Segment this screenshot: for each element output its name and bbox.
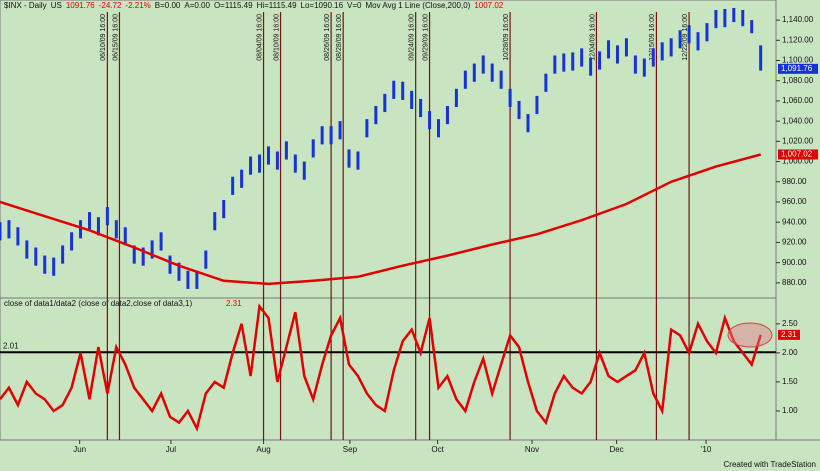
y-tick-label: 1,020.00 — [782, 136, 814, 145]
event-label: 12/15/09 16:00 — [649, 14, 656, 61]
value-marker — [778, 329, 800, 340]
y-tick-label: 880.00 — [782, 278, 807, 287]
y-tick-label: 980.00 — [782, 177, 807, 186]
event-label: 09/24/09 16:00 — [409, 14, 416, 61]
header-item: $INX - Daily — [4, 1, 47, 10]
header-item: B=0.00 — [155, 1, 181, 10]
header-item: Mov Avg 1 Line (Close,200,0) — [366, 1, 471, 10]
indicator-last: 2.31 — [226, 299, 242, 308]
y-tick-label: 920.00 — [782, 238, 807, 247]
y-tick-label: 2.00 — [782, 348, 798, 357]
event-label: 08/10/09 16:00 — [273, 14, 280, 61]
x-tick-label: Sep — [343, 445, 358, 454]
highlight — [727, 322, 773, 348]
moving-average — [0, 153, 762, 286]
value-marker-label: 1,091.76 — [781, 64, 813, 73]
y-tick-label: 900.00 — [782, 258, 807, 267]
y-tick-label: 1,080.00 — [782, 76, 814, 85]
y-tick-label: 2.50 — [782, 319, 798, 328]
x-tick-label: Jun — [73, 445, 86, 454]
y-tick-label: 1,060.00 — [782, 96, 814, 105]
event-label: 06/10/09 16:00 — [100, 14, 107, 61]
value-marker-label: 1,007.02 — [781, 150, 813, 159]
header-item: Lo=1090.16 — [301, 1, 344, 10]
header-item: Hi=1115.49 — [257, 1, 298, 10]
event-label: 10/28/09 16:00 — [503, 14, 510, 61]
event-label: 08/04/09 16:00 — [256, 14, 263, 61]
y-tick-label: 940.00 — [782, 217, 807, 226]
header-item: 1091.76 — [66, 1, 95, 10]
event-label: 08/28/09 16:00 — [336, 14, 343, 61]
x-tick-label: Nov — [525, 445, 539, 454]
value-marker — [778, 149, 818, 160]
event-label: 08/26/09 16:00 — [324, 14, 331, 61]
event-label: 06/15/09 16:00 — [112, 14, 119, 61]
x-tick-label: Aug — [256, 445, 270, 454]
y-tick-label: 960.00 — [782, 197, 807, 206]
x-tick-label: Oct — [431, 445, 444, 454]
y-tick-label: 1,040.00 — [782, 116, 814, 125]
footer: Created with TradeStation — [724, 460, 817, 469]
x-axis-band — [0, 440, 820, 471]
value-marker-label: 2.31 — [781, 330, 797, 339]
x-tick-label: Jul — [166, 445, 176, 454]
y-tick-label: 1.50 — [782, 377, 798, 386]
reference-label: 2.01 — [3, 341, 19, 350]
header-item: V=0 — [347, 1, 362, 10]
x-tick-label: '10 — [701, 445, 712, 454]
y-tick-label: 1,140.00 — [782, 15, 814, 24]
indicator-line — [0, 303, 762, 432]
header: $INX - Daily US 1091.76 -24.72 -2.21% B=0.00 A… — [4, 1, 504, 10]
header-item: -2.21% — [125, 1, 150, 10]
header-item: -24.72 — [99, 1, 122, 10]
value-marker — [778, 63, 818, 74]
event-label: 09/29/09 16:00 — [422, 14, 429, 61]
header-item: US — [51, 1, 62, 10]
indicator-title: close of data1/data2 (close of data2,clo… — [4, 299, 192, 308]
y-tick-label: 1,100.00 — [782, 56, 814, 65]
y-tick-label: 1,120.00 — [782, 35, 814, 44]
y-tick-label: 1.00 — [782, 406, 798, 415]
event-label: 12/22/09 16:00 — [682, 14, 689, 61]
y-tick-label: 1,000.00 — [782, 157, 814, 166]
header-item: O=1115.49 — [214, 1, 253, 10]
event-label: 12/04/09 16:00 — [589, 14, 596, 61]
header-item: 1007.02 — [474, 1, 503, 10]
header-item: A=0.00 — [184, 1, 210, 10]
x-tick-label: Dec — [609, 445, 623, 454]
